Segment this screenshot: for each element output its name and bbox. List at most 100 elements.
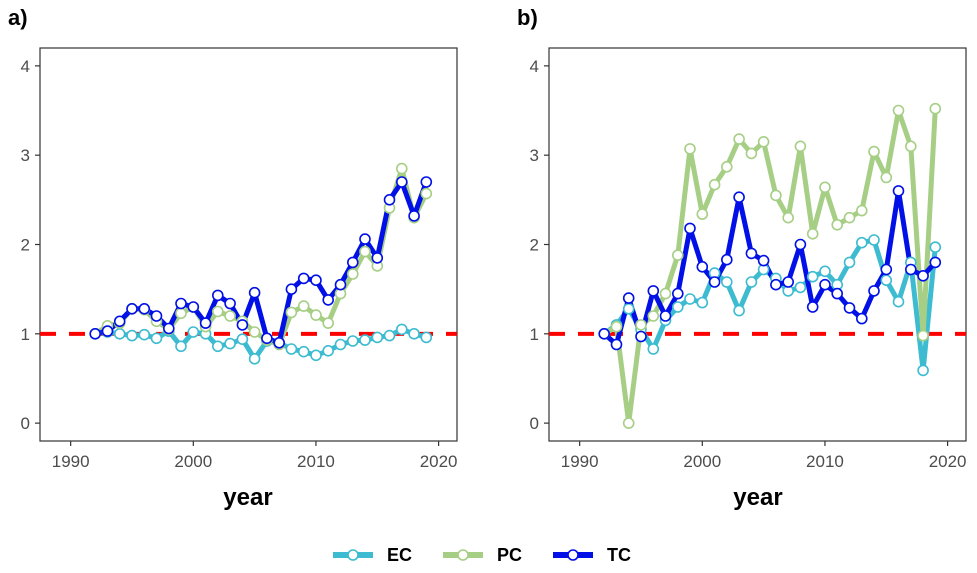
panel-a-series-ec-line — [92, 326, 429, 362]
panel-b-series-pc-point — [782, 211, 795, 224]
panel-a-series-tc-point — [334, 278, 347, 291]
panel-b-series-pc-point — [917, 329, 929, 342]
panel-a-series-tc-point — [285, 283, 298, 296]
panel-a-x-axis-title: year — [223, 484, 272, 511]
panel-a-series-tc-point — [395, 176, 408, 188]
legend-item-tc: TC — [553, 545, 631, 565]
panel-b-series-tc-point — [892, 185, 905, 197]
panel-b-series-ec-point — [806, 270, 819, 283]
panel-b-series-pc-point — [819, 181, 831, 194]
panel-b-label: b) — [517, 5, 538, 30]
panel-a-y-tick-label: 3 — [21, 146, 30, 165]
panel-a-x-tick-label: 1990 — [52, 452, 90, 471]
panel-a-series-ec-point — [138, 328, 151, 341]
panel-b-series-pc-point — [635, 319, 647, 331]
panel-b-series-ec-point — [696, 296, 709, 309]
panel-b-series-ec-point — [819, 265, 831, 278]
panel-b-x-axis-title: year — [733, 484, 782, 511]
panel-a-series-pc-point — [420, 187, 433, 200]
panel-a: a) year 0 1 2 3 4 1990 2000 2010 2020 — [8, 5, 458, 511]
panel-b-series-pc-point — [794, 140, 807, 153]
panel-b-series-pc-point — [892, 104, 905, 117]
panel-b-series-pc-point — [855, 204, 868, 217]
panel-a-series-tc-point — [408, 210, 420, 222]
panel-b-series-tc-point — [782, 276, 795, 288]
panel-b-series-ec-point — [720, 276, 733, 288]
panel-b-series-ec-point — [647, 343, 660, 355]
panel-a-series-pc-point — [175, 307, 187, 320]
panel-a-series-ec-point — [187, 326, 200, 338]
panel-b-series-tc-point — [733, 191, 745, 203]
panel-a-series-pc-point — [248, 326, 261, 338]
panel-b-series-tc-point — [745, 247, 758, 260]
panel-a-series-tc-point — [113, 315, 126, 328]
panel-a-series-tc-point — [371, 252, 384, 264]
panel-b-series-ec-point — [892, 295, 905, 308]
panel-b-series-tc-point — [757, 254, 770, 267]
panel-b-series-pc-point — [696, 208, 709, 220]
panel-a-series-ec-point — [408, 327, 420, 340]
panel-a-series-ec-point — [310, 349, 322, 362]
panel-b-y-tick-label: 4 — [530, 57, 539, 76]
panel-a-series-pc-point — [359, 245, 371, 258]
panel-a-series-tc-point — [346, 256, 359, 269]
panel-b-series-pc-point — [671, 249, 684, 261]
panel-a-x-tick-label: 2000 — [174, 452, 212, 471]
panel-a-series-ec-point — [383, 329, 396, 342]
panel-b-series-tc-point — [929, 256, 942, 269]
panel-a-series-tc-point — [224, 297, 236, 310]
panel-b-series-pc-point — [708, 178, 721, 191]
panel-b-series-pc-point — [757, 136, 770, 148]
panel-b-series-ec-point — [917, 364, 929, 377]
panel-b-series-pc-point — [659, 287, 672, 300]
panel-b-series-ec-point — [745, 276, 758, 288]
panel-b-series-tc-point — [598, 327, 611, 340]
panel-a-series-pc-point — [310, 309, 322, 321]
panel-b-series-tc-point — [794, 238, 807, 251]
panel-b-series-pc-point — [929, 102, 942, 115]
panel-b-series-tc-point — [622, 292, 635, 304]
panel-b-x-tick-label: 1990 — [561, 452, 599, 471]
panel-a-series-ec-point — [359, 334, 371, 346]
panel-b-series-tc-point — [696, 260, 709, 273]
panel-b-series-ec-point — [843, 256, 856, 269]
legend-ec-swatch-marker — [347, 549, 359, 561]
panel-a-series-ec-point — [371, 331, 384, 344]
panel-a-series-pc-point — [212, 305, 224, 318]
panel-b-series-tc-point — [880, 263, 893, 276]
panel-b-series-tc-point — [868, 285, 880, 297]
panel-b-series-ec-point — [794, 281, 807, 294]
legend-item-pc: PC — [443, 545, 522, 565]
panel-a-series-tc-point — [420, 176, 433, 188]
panel-b-series-tc-point — [684, 222, 696, 235]
panel-b-series-ec-point — [684, 293, 696, 305]
panel-a-series-pc-point — [297, 300, 310, 312]
legend: EC PC TC — [333, 545, 631, 565]
panel-b-series-tc-point — [917, 269, 929, 282]
panel-b-series-ec-point — [855, 236, 868, 249]
panel-b-series-tc-point — [647, 285, 660, 297]
panel-b-x-tick-label: 2020 — [929, 452, 967, 471]
panel-b-series-tc-point — [831, 287, 844, 300]
panel-a-series-ec-point — [224, 337, 236, 350]
panel-a-series-tc-point — [322, 294, 335, 306]
legend-ec-label: EC — [387, 545, 412, 565]
panel-a-series-ec-point — [150, 332, 163, 345]
panel-a-series-pc-point — [322, 317, 335, 329]
panel-b-y-tick-label: 3 — [530, 146, 539, 165]
panel-a-series-pc-line — [92, 166, 429, 347]
panel-a-series-ec-point — [322, 344, 335, 357]
panel-b-series-pc-point — [622, 417, 635, 429]
panel-b-series-pc-point — [720, 161, 733, 173]
panel-b-series-tc-point — [904, 263, 917, 276]
panel-a-series-ec-point — [175, 340, 187, 353]
panel-a-series-tc-point — [310, 274, 322, 287]
panel-b-series-tc-point — [806, 301, 819, 313]
panel-a-series-ec-point — [334, 338, 347, 351]
panel-a-series-pc-point — [224, 310, 236, 322]
panel-a-series-pc-point — [285, 306, 298, 319]
panel-b-y-tick-label: 0 — [530, 414, 539, 433]
legend-pc-label: PC — [497, 545, 522, 565]
panel-a-y-tick-label: 2 — [21, 236, 30, 255]
